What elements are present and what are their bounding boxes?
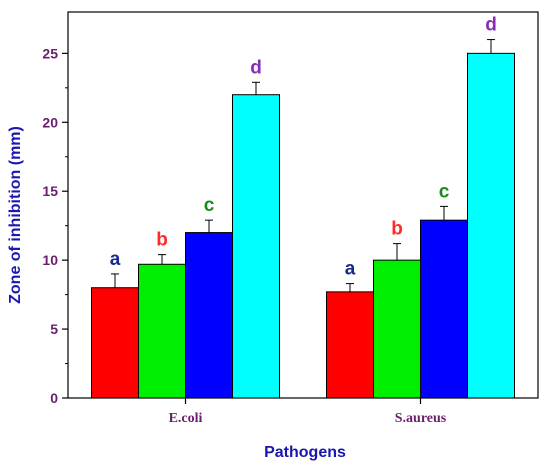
data-label: c [439,181,450,202]
data-label: b [391,219,403,240]
y-tick-label: 15 [42,183,58,199]
bar [186,233,233,398]
x-axis-title: Pathogens [264,444,346,461]
data-label: d [250,57,262,78]
y-tick-label: 0 [50,390,58,406]
bar [139,264,186,398]
bar [421,220,468,398]
x-tick-label: E.coli [169,411,203,426]
data-label: a [345,259,356,280]
y-tick-label: 25 [42,45,58,61]
bar [92,288,139,398]
data-label: a [110,249,121,270]
x-tick-label: S.aureus [395,411,447,426]
y-axis-title: Zone of inhibition (mm) [7,126,24,304]
y-tick-label: 10 [42,252,58,268]
data-label: b [156,230,168,251]
y-tick-label: 5 [50,321,58,337]
y-tick-label: 20 [42,114,58,130]
bar [468,53,515,398]
bar [233,95,280,398]
bar [327,292,374,398]
data-label: d [485,15,497,36]
bar [374,260,421,398]
data-label: c [204,195,215,216]
